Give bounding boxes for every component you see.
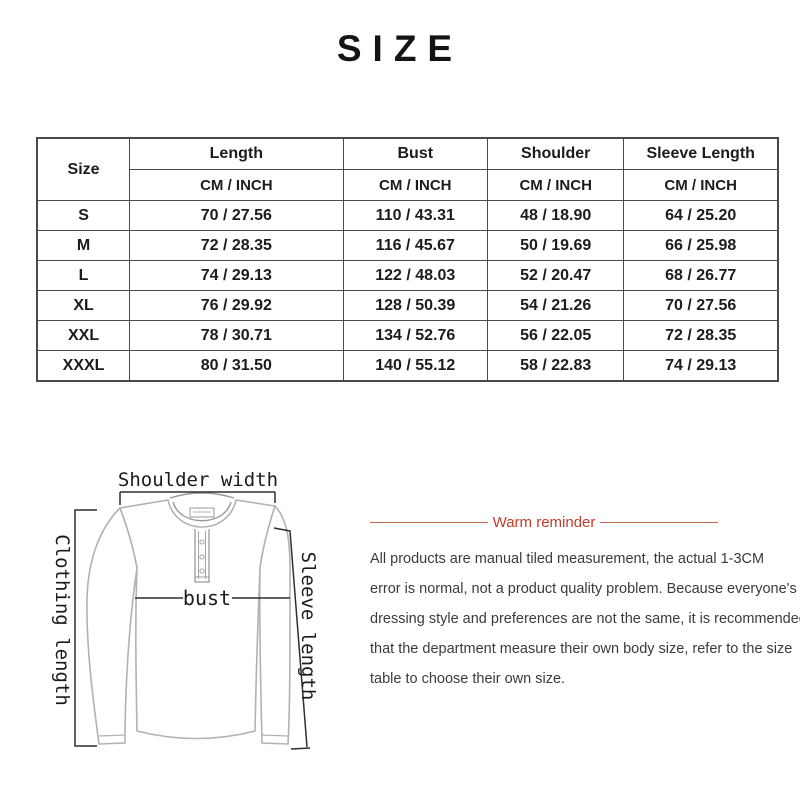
collar-band [172,501,232,522]
shoulder-width-bracket [119,491,276,505]
warm-reminder-section: Warm reminder All products are manual ti… [370,514,800,694]
size-table: Size Length Bust Shoulder Sleeve Length … [36,137,779,382]
unit-label: CM / INCH [342,169,489,201]
shirt-body [119,499,276,740]
reminder-text-line: dressing style and preferences are not t… [370,611,800,627]
size-label: M [36,230,131,261]
bust-label: bust [183,586,231,610]
reminder-text-line: table to choose their own size. [370,671,566,687]
length-value: 72 / 28.35 [129,230,344,261]
collar-back-edge [169,492,235,499]
shoulder-value: 48 / 18.90 [487,200,625,231]
unit-label: CM / INCH [623,169,779,201]
bust-value: 140 / 55.12 [342,350,489,382]
table-row: XXXL 80 / 31.50 140 / 55.12 58 / 22.83 7… [36,350,779,382]
sleeve-value: 74 / 29.13 [623,350,779,382]
shirt-right-sleeve [258,505,291,745]
table-header-row: Size Length Bust Shoulder Sleeve Length [36,137,779,201]
sleeve-value: 70 / 27.56 [623,290,779,321]
size-label: S [36,200,131,231]
table-row: L 74 / 29.13 122 / 48.03 52 / 20.47 68 /… [36,260,779,291]
shoulder-value: 58 / 22.83 [487,350,625,382]
sleeve-length-label: Sleeve length [297,552,319,701]
sleeve-value: 68 / 26.77 [623,260,779,291]
shirt-left-sleeve [86,507,138,745]
sleeve-length-bracket [273,527,311,750]
table-row: XXL 78 / 30.71 134 / 52.76 56 / 22.05 72… [36,320,779,351]
bust-value: 116 / 45.67 [342,230,489,261]
bust-value: 122 / 48.03 [342,260,489,291]
shoulder-width-label: Shoulder width [118,469,278,491]
shirt-illustration: Shoulder width Clothing length bust Slee… [51,469,319,750]
size-label: XL [36,290,131,321]
reminder-text-line: error is normal, not a product quality p… [370,581,797,597]
warm-reminder-title: Warm reminder [492,514,596,531]
size-label: L [36,260,131,291]
placket-button [199,554,205,560]
warm-reminder-body: All products are manual tiled measuremen… [370,544,800,694]
divider-line-right [600,522,719,523]
cuff-lines [98,734,289,737]
length-value: 78 / 30.71 [129,320,344,351]
neck-label-tag [189,507,215,518]
col-header-size: Size [36,137,131,201]
divider-line-left [370,522,488,523]
length-value: 80 / 31.50 [129,350,344,382]
unit-label: CM / INCH [487,169,625,201]
col-header-sleeve: Sleeve Length [623,137,779,170]
sleeve-value: 64 / 25.20 [623,200,779,231]
length-value: 76 / 29.92 [129,290,344,321]
table-row: S 70 / 27.56 110 / 43.31 48 / 18.90 64 /… [36,200,779,231]
bust-value: 110 / 43.31 [342,200,489,231]
bust-value: 128 / 50.39 [342,290,489,321]
table-unit-row: CM / INCH CM / INCH CM / INCH CM / INCH [37,169,779,201]
size-label: XXL [36,320,131,351]
placket-button [199,539,205,545]
sleeve-value: 66 / 25.98 [623,230,779,261]
col-header-length: Length [129,137,344,170]
unit-label: CM / INCH [129,169,344,201]
shoulder-value: 50 / 19.69 [487,230,625,261]
clothing-length-label: Clothing length [51,534,73,706]
placket-button [199,568,205,574]
shoulder-value: 54 / 21.26 [487,290,625,321]
bust-value: 134 / 52.76 [342,320,489,351]
reminder-text-line: that the department measure their own bo… [370,641,793,657]
table-row: XL 76 / 29.92 128 / 50.39 54 / 21.26 70 … [36,290,779,321]
clothing-length-bracket [74,509,97,747]
table-row: M 72 / 28.35 116 / 45.67 50 / 19.69 66 /… [36,230,779,261]
length-value: 70 / 27.56 [129,200,344,231]
shoulder-value: 56 / 22.05 [487,320,625,351]
col-header-shoulder: Shoulder [487,137,625,170]
warm-reminder-header: Warm reminder [370,514,719,531]
length-value: 74 / 29.13 [129,260,344,291]
col-header-bust: Bust [342,137,489,170]
shirt-measurement-diagram: Shoulder width Clothing length bust Slee… [40,458,360,782]
sleeve-value: 72 / 28.35 [623,320,779,351]
placket-stitching [195,531,209,579]
size-label: XXXL [36,350,131,382]
reminder-text-line: All products are manual tiled measuremen… [370,551,765,567]
shoulder-value: 52 / 20.47 [487,260,625,291]
page-title: SIZE [336,28,464,69]
